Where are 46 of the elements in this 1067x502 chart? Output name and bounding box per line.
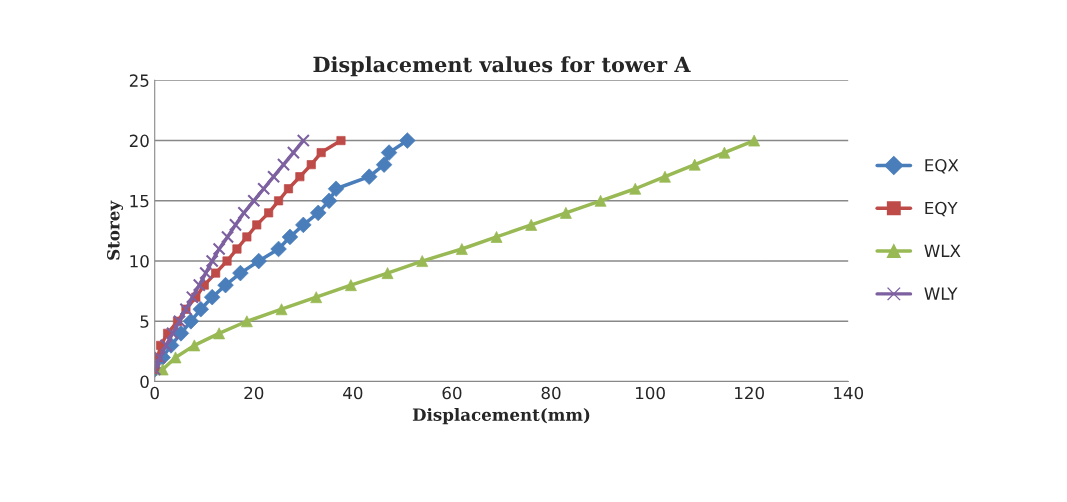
- y-tick-label: 20: [129, 134, 149, 148]
- point: [182, 313, 200, 330]
- point: [327, 180, 345, 197]
- point: [257, 182, 271, 196]
- point: [380, 144, 398, 161]
- x-tick-label: 40: [343, 386, 363, 400]
- y-tick-label: 5: [140, 315, 149, 328]
- x-tick-label: 120: [735, 386, 764, 400]
- x-tick-label: 140: [834, 386, 864, 400]
- legend-label: EQX: [925, 158, 959, 174]
- point: [192, 278, 206, 292]
- x-tick-label: 100: [636, 386, 665, 400]
- x-tick-label: 80: [541, 386, 561, 400]
- point: [247, 194, 261, 208]
- point: [286, 146, 301, 160]
- x-axis-title: Displacement(mm): [412, 408, 590, 425]
- point: [205, 254, 219, 268]
- point: [212, 242, 226, 256]
- point: [185, 290, 199, 304]
- x-tick-label: 20: [244, 386, 264, 400]
- y-tick-label: 0: [140, 375, 149, 389]
- point: [232, 264, 249, 282]
- point: [296, 133, 310, 148]
- legend-label: WLX: [924, 244, 961, 257]
- y-tick-label: 10: [130, 255, 149, 268]
- point: [270, 240, 287, 258]
- point: [237, 206, 251, 220]
- x-tick-label: 60: [442, 386, 462, 400]
- y-tick-label: 25: [129, 74, 149, 87]
- point: [165, 326, 180, 340]
- point: [375, 156, 393, 173]
- legend-label: WLY: [924, 287, 958, 300]
- point: [267, 170, 281, 184]
- legend-label: EQY: [925, 201, 958, 217]
- y-tick-label: 15: [130, 194, 149, 208]
- point: [276, 158, 291, 172]
- point: [199, 266, 213, 280]
- point: [159, 338, 173, 352]
- x-tick-label: 0: [150, 386, 159, 400]
- point: [154, 350, 167, 365]
- point: [295, 216, 312, 234]
- point: [172, 314, 187, 328]
- y-axis-title: Storey: [107, 200, 124, 260]
- point: [228, 218, 243, 232]
- point: [220, 230, 235, 244]
- chart-title: Displacement values for tower A: [313, 56, 691, 77]
